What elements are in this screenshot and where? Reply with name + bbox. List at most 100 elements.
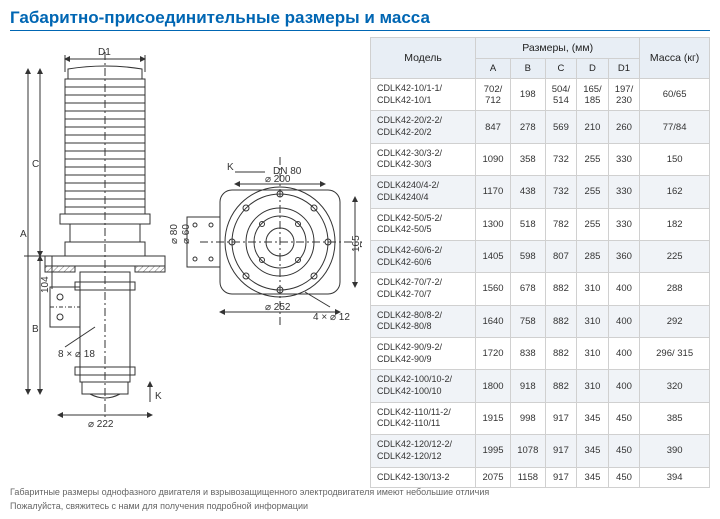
table-row: CDLK42-100/10-2/CDLK42-100/1018009188823… [371, 370, 710, 402]
cell-mass: 320 [640, 370, 710, 402]
engineering-diagram: D1 [10, 37, 362, 437]
cell-c: 732 [545, 176, 577, 208]
cell-d1: 450 [608, 402, 640, 434]
cell-a: 1300 [476, 208, 511, 240]
label-b: B [32, 324, 39, 335]
cell-b: 198 [510, 79, 545, 111]
cell-d1: 400 [608, 273, 640, 305]
cell-d: 345 [577, 435, 609, 467]
cell-d1: 330 [608, 176, 640, 208]
table-row: CDLK42-30/3-2/CDLK42-30/3109035873225533… [371, 143, 710, 175]
th-a: A [476, 59, 511, 79]
cell-d: 345 [577, 402, 609, 434]
label-d80: ⌀ 80 [169, 224, 180, 244]
cell-b: 1078 [510, 435, 545, 467]
footnote-line2: Пожалуйста, свяжитесь с нами для получен… [10, 500, 710, 514]
cell-d: 255 [577, 143, 609, 175]
cell-d1: 330 [608, 143, 640, 175]
cell-d1: 260 [608, 111, 640, 143]
cell-mass: 182 [640, 208, 710, 240]
label-a: A [20, 229, 27, 240]
cell-c: 917 [545, 402, 577, 434]
cell-c: 569 [545, 111, 577, 143]
cell-d1: 450 [608, 435, 640, 467]
cell-a: 1560 [476, 273, 511, 305]
cell-mass: 288 [640, 273, 710, 305]
th-model: Модель [371, 38, 476, 79]
table-row: CDLK42-20/2-2/CDLK42-20/2847278569210260… [371, 111, 710, 143]
cell-d1: 330 [608, 208, 640, 240]
cell-mass: 162 [640, 176, 710, 208]
cell-d: 310 [577, 273, 609, 305]
cell-d1: 197/230 [608, 79, 640, 111]
dimensions-table-wrap: Модель Размеры, (мм) Масса (кг) A B C D … [370, 37, 710, 488]
cell-model: CDLK4240/4-2/CDLK4240/4 [371, 176, 476, 208]
label-k2: K [155, 391, 162, 402]
label-d252: ⌀ 252 [265, 302, 291, 313]
cell-mass: 225 [640, 240, 710, 272]
table-row: CDLK4240/4-2/CDLK4240/411704387322553301… [371, 176, 710, 208]
cell-d1: 400 [608, 305, 640, 337]
cell-model: CDLK42-10/1-1/CDLK42-10/1 [371, 79, 476, 111]
footnote: Габаритные размеры однофазного двигателя… [10, 486, 710, 513]
label-d1: D1 [98, 47, 111, 58]
table-row: CDLK42-10/1-1/CDLK42-10/1702/712198504/5… [371, 79, 710, 111]
cell-b: 838 [510, 338, 545, 370]
label-4x12: 4 × ⌀ 12 [313, 312, 350, 323]
cell-model: CDLK42-30/3-2/CDLK42-30/3 [371, 143, 476, 175]
cell-a: 1995 [476, 435, 511, 467]
cell-mass: 77/84 [640, 111, 710, 143]
cell-a: 847 [476, 111, 511, 143]
cell-b: 1158 [510, 467, 545, 488]
cell-c: 917 [545, 467, 577, 488]
cell-b: 518 [510, 208, 545, 240]
cell-b: 758 [510, 305, 545, 337]
dimensions-table: Модель Размеры, (мм) Масса (кг) A B C D … [370, 37, 710, 488]
cell-c: 882 [545, 305, 577, 337]
table-row: CDLK42-130/13-220751158917345450394 [371, 467, 710, 488]
label-8x18: 8 × ⌀ 18 [58, 349, 95, 360]
th-d: D [577, 59, 609, 79]
title-rule [10, 30, 710, 31]
cell-d1: 360 [608, 240, 640, 272]
cell-d: 165/185 [577, 79, 609, 111]
cell-d1: 400 [608, 370, 640, 402]
label-d222: ⌀ 222 [88, 419, 114, 430]
cell-a: 702/712 [476, 79, 511, 111]
cell-model: CDLK42-80/8-2/CDLK42-80/8 [371, 305, 476, 337]
cell-mass: 150 [640, 143, 710, 175]
cell-mass: 390 [640, 435, 710, 467]
cell-model: CDLK42-90/9-2/CDLK42-90/9 [371, 338, 476, 370]
content-row: D1 [10, 37, 710, 488]
table-row: CDLK42-50/5-2/CDLK42-50/5130051878225533… [371, 208, 710, 240]
cell-d1: 450 [608, 467, 640, 488]
cell-model: CDLK42-130/13-2 [371, 467, 476, 488]
cell-a: 1720 [476, 338, 511, 370]
cell-a: 1170 [476, 176, 511, 208]
cell-c: 882 [545, 370, 577, 402]
label-k: K [227, 162, 234, 173]
cell-a: 2075 [476, 467, 511, 488]
cell-b: 918 [510, 370, 545, 402]
cell-model: CDLK42-110/11-2/CDLK42-110/11 [371, 402, 476, 434]
cell-c: 882 [545, 338, 577, 370]
cell-c: 732 [545, 143, 577, 175]
cell-d: 310 [577, 370, 609, 402]
cell-d: 310 [577, 305, 609, 337]
th-d1: D1 [608, 59, 640, 79]
cell-d: 210 [577, 111, 609, 143]
cell-model: CDLK42-120/12-2/CDLK42-120/12 [371, 435, 476, 467]
table-row: CDLK42-60/6-2/CDLK42-60/6140559880728536… [371, 240, 710, 272]
cell-mass: 394 [640, 467, 710, 488]
cell-c: 917 [545, 435, 577, 467]
cell-model: CDLK42-20/2-2/CDLK42-20/2 [371, 111, 476, 143]
cell-d1: 400 [608, 338, 640, 370]
label-d: D [359, 241, 362, 248]
cell-d: 255 [577, 208, 609, 240]
label-d200: ⌀ 200 [265, 174, 291, 185]
cell-model: CDLK42-60/6-2/CDLK42-60/6 [371, 240, 476, 272]
cell-a: 1405 [476, 240, 511, 272]
cell-mass: 385 [640, 402, 710, 434]
cell-c: 882 [545, 273, 577, 305]
cell-mass: 60/65 [640, 79, 710, 111]
